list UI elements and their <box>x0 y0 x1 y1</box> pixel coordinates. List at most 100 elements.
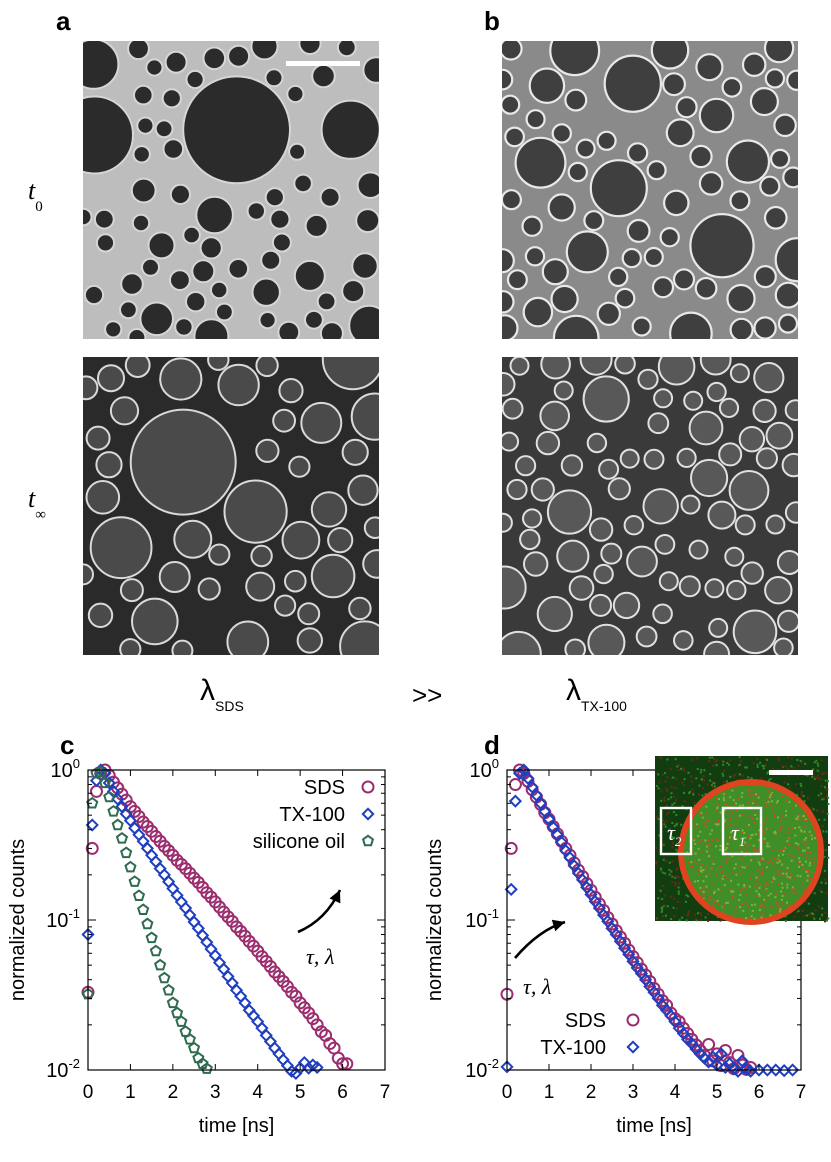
x-tick-label: 5 <box>295 1082 306 1103</box>
data-point <box>132 828 146 842</box>
data-point <box>672 1015 686 1029</box>
panel-letter-c: c <box>60 730 75 760</box>
data-point <box>508 778 522 792</box>
data-point <box>263 1034 278 1049</box>
data-point <box>538 804 552 818</box>
x-tick-label: 1 <box>544 1082 555 1103</box>
data-point <box>285 985 299 999</box>
data-point <box>166 996 179 1009</box>
data-point <box>98 776 112 789</box>
tau2-label: τ2 <box>667 820 682 849</box>
data-point <box>554 835 569 849</box>
data-point <box>234 989 248 1003</box>
x-tick-label: 6 <box>754 1082 765 1103</box>
data-point <box>187 871 201 885</box>
legend-label: SDS <box>304 777 345 799</box>
series-silicone-oil <box>81 765 213 1074</box>
data-point <box>533 796 548 810</box>
panel-letter-a: a <box>56 6 71 36</box>
data-point <box>651 987 665 1001</box>
lifetime-map-inset: τ2 τ1 <box>655 756 830 925</box>
data-point <box>158 971 171 984</box>
data-point <box>735 1054 749 1068</box>
data-point <box>115 831 129 844</box>
legend-label: SDS <box>565 1010 606 1032</box>
tau-lambda-annotation: τ, λ <box>523 974 551 999</box>
data-point <box>529 788 544 802</box>
data-point <box>525 780 539 794</box>
legend-marker <box>361 807 375 821</box>
data-point <box>289 989 303 1003</box>
data-point <box>111 818 124 831</box>
y-tick-label: 100 <box>470 756 499 782</box>
data-point <box>517 763 531 777</box>
x-tick-label: 3 <box>628 1082 639 1103</box>
data-point <box>170 888 184 902</box>
data-point <box>204 942 218 956</box>
tau1-label: τ1 <box>731 820 745 849</box>
data-point <box>601 910 615 924</box>
data-point <box>630 956 644 970</box>
data-point <box>187 1041 201 1054</box>
y-tick-label: 10-2 <box>465 1056 499 1082</box>
data-point <box>785 1063 800 1077</box>
y-tick-label: 100 <box>51 756 80 782</box>
micrograph-tx100-tinf <box>502 357 798 655</box>
decay-chart-c: 0 1 2 3 4 5 6 7 100 10-1 10-2 time [ns] normalized c… <box>7 756 391 1137</box>
data-point <box>124 860 137 873</box>
data-point <box>310 1060 324 1075</box>
data-point <box>622 943 636 957</box>
x-tick-label: 7 <box>380 1082 391 1103</box>
data-point <box>162 983 175 996</box>
x-tick-label: 0 <box>83 1082 94 1103</box>
data-point <box>170 853 184 867</box>
x-axis-label: time [ns] <box>199 1115 275 1137</box>
y-tick-label: 10-1 <box>46 906 80 932</box>
micrograph-tx100-t0 <box>502 41 798 339</box>
legend-marker <box>361 780 375 794</box>
data-point <box>102 776 116 790</box>
micrograph-sds-tinf <box>83 357 379 655</box>
data-point <box>718 1060 733 1075</box>
roi-box-tau2 <box>659 806 693 856</box>
legend-marker <box>361 834 375 847</box>
data-point <box>504 882 518 896</box>
tau-lambda-annotation: τ, λ <box>306 944 334 969</box>
data-point <box>141 917 154 930</box>
data-point <box>171 1006 184 1019</box>
data-point <box>174 895 188 909</box>
row-label-t0: t0 <box>28 176 43 216</box>
x-tick-label: 6 <box>337 1082 348 1103</box>
trend-arrow-c-head <box>329 890 341 904</box>
x-tick-label: 0 <box>502 1082 513 1103</box>
x-tick-label: 4 <box>252 1082 263 1103</box>
data-point <box>508 794 523 808</box>
scale-bar <box>769 770 813 775</box>
legend-marker <box>626 1013 640 1027</box>
data-point <box>643 974 657 988</box>
data-point <box>504 841 518 855</box>
data-point <box>85 818 99 832</box>
series-tx-100 <box>500 763 800 1078</box>
trend-arrow-d-head <box>551 919 565 932</box>
data-point <box>340 1057 354 1071</box>
data-point <box>89 773 104 788</box>
data-point <box>200 1062 213 1074</box>
data-point <box>702 1037 716 1051</box>
data-point <box>137 903 150 915</box>
panel-letter-b: b <box>484 6 500 36</box>
data-point <box>179 1025 192 1037</box>
data-point <box>128 875 141 887</box>
data-point <box>132 889 146 901</box>
y-axis-label: normalized counts <box>424 839 446 1001</box>
data-point <box>563 851 577 865</box>
data-point <box>120 846 133 859</box>
data-point <box>609 924 623 938</box>
y-tick-label: 10-2 <box>46 1056 80 1082</box>
legend-label: TX-100 <box>279 804 345 826</box>
y-tick-label: 10-1 <box>465 906 499 932</box>
x-tick-label: 2 <box>168 1082 179 1103</box>
lambda-sds-label: λSDS <box>200 674 244 714</box>
x-tick-label: 1 <box>125 1082 136 1103</box>
data-point <box>149 944 162 957</box>
